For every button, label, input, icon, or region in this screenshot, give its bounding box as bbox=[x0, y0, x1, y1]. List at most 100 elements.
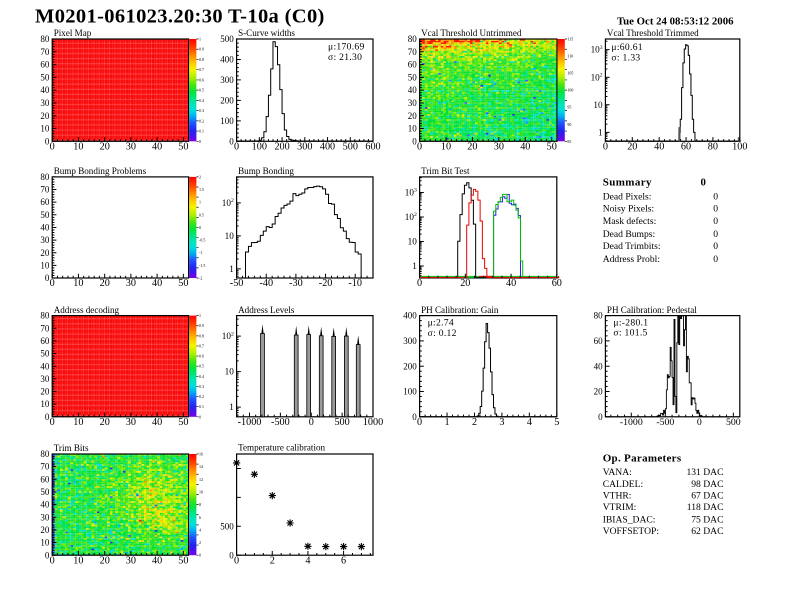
svg-text:-30: -30 bbox=[289, 278, 303, 289]
svg-text:-1: -1 bbox=[199, 250, 202, 255]
svg-text:0: 0 bbox=[50, 142, 55, 153]
svg-text:50: 50 bbox=[40, 210, 50, 220]
svg-text:Address Probl:: Address Probl: bbox=[603, 254, 660, 265]
svg-text:400: 400 bbox=[320, 142, 335, 153]
svg-text:600: 600 bbox=[365, 142, 380, 153]
svg-text:70: 70 bbox=[40, 185, 50, 195]
svg-text:110: 110 bbox=[567, 54, 573, 59]
svg-text:Mask defects:: Mask defects: bbox=[603, 216, 657, 227]
svg-text:80: 80 bbox=[40, 34, 50, 44]
svg-text:0: 0 bbox=[417, 278, 422, 289]
svg-text:70: 70 bbox=[408, 47, 418, 57]
svg-text:1: 1 bbox=[199, 37, 201, 42]
svg-text:40: 40 bbox=[40, 500, 50, 510]
svg-text:σ: 101.5: σ: 101.5 bbox=[613, 328, 647, 339]
svg-text:30: 30 bbox=[40, 98, 50, 108]
svg-text:μ:170.69: μ:170.69 bbox=[328, 41, 365, 52]
svg-text:40: 40 bbox=[152, 278, 162, 289]
svg-text:1: 1 bbox=[229, 264, 234, 274]
svg-text:Summary: Summary bbox=[603, 176, 652, 188]
svg-text:20: 20 bbox=[467, 142, 477, 153]
svg-text:500: 500 bbox=[220, 34, 234, 44]
svg-text:300: 300 bbox=[220, 75, 234, 85]
svg-text:0: 0 bbox=[229, 136, 234, 146]
svg-text:103: 103 bbox=[405, 188, 417, 198]
svg-text:90: 90 bbox=[567, 122, 571, 127]
svg-text:10: 10 bbox=[73, 142, 83, 153]
svg-text:16: 16 bbox=[199, 452, 203, 457]
svg-text:10: 10 bbox=[593, 100, 603, 110]
svg-text:μ:-280.1: μ:-280.1 bbox=[613, 318, 648, 329]
svg-text:Op. Parameters: Op. Parameters bbox=[603, 452, 682, 464]
svg-text:0: 0 bbox=[199, 414, 201, 419]
svg-text:0: 0 bbox=[45, 273, 50, 283]
svg-text:30: 30 bbox=[40, 512, 50, 522]
svg-text:103: 103 bbox=[591, 45, 603, 55]
svg-text:0.9: 0.9 bbox=[199, 47, 204, 52]
svg-text:μ:2.74: μ:2.74 bbox=[428, 318, 454, 329]
svg-text:-20: -20 bbox=[319, 278, 333, 289]
svg-text:0: 0 bbox=[417, 417, 422, 428]
svg-text:100: 100 bbox=[220, 116, 234, 126]
svg-text:VANA:: VANA: bbox=[603, 467, 632, 478]
svg-text:-50: -50 bbox=[230, 278, 244, 289]
svg-text:30: 30 bbox=[126, 278, 136, 289]
svg-text:Vcal Threshold Untrimmed: Vcal Threshold Untrimmed bbox=[421, 28, 522, 38]
svg-text:30: 30 bbox=[126, 142, 136, 153]
svg-text:0: 0 bbox=[697, 417, 702, 428]
svg-text:60: 60 bbox=[681, 142, 691, 153]
svg-text:0: 0 bbox=[713, 229, 718, 240]
svg-text:0.5: 0.5 bbox=[199, 364, 204, 369]
svg-text:40: 40 bbox=[40, 223, 50, 233]
svg-text:20: 20 bbox=[100, 278, 110, 289]
svg-text:Address Levels: Address Levels bbox=[238, 305, 295, 315]
svg-text:CALDEL:: CALDEL: bbox=[603, 479, 644, 490]
svg-text:0: 0 bbox=[713, 254, 718, 265]
svg-text:62 DAC: 62 DAC bbox=[691, 526, 723, 537]
svg-text:Dead Pixels:: Dead Pixels: bbox=[603, 192, 652, 203]
svg-text:S-Curve widths: S-Curve widths bbox=[238, 28, 295, 38]
svg-text:0: 0 bbox=[417, 142, 422, 153]
svg-text:-1000: -1000 bbox=[238, 417, 262, 428]
svg-text:40: 40 bbox=[654, 142, 664, 153]
svg-text:40: 40 bbox=[506, 278, 516, 289]
svg-text:200: 200 bbox=[403, 361, 417, 371]
svg-text:40: 40 bbox=[594, 361, 604, 371]
svg-text:0.5: 0.5 bbox=[199, 212, 204, 217]
svg-text:10: 10 bbox=[40, 538, 50, 548]
svg-text:115: 115 bbox=[567, 37, 573, 42]
svg-text:2: 2 bbox=[472, 417, 477, 428]
svg-text:0.5: 0.5 bbox=[199, 88, 204, 93]
svg-text:0: 0 bbox=[234, 142, 239, 153]
svg-text:Trim Bit Test: Trim Bit Test bbox=[421, 166, 470, 176]
svg-text:1000: 1000 bbox=[363, 417, 383, 428]
svg-text:102: 102 bbox=[222, 331, 234, 341]
svg-text:30: 30 bbox=[126, 417, 136, 428]
svg-text:-2: -2 bbox=[199, 276, 202, 281]
svg-text:10: 10 bbox=[73, 417, 83, 428]
svg-text:1.5: 1.5 bbox=[199, 187, 204, 192]
svg-text:Temperature calibration: Temperature calibration bbox=[238, 442, 325, 452]
svg-text:30: 30 bbox=[494, 142, 504, 153]
svg-text:80: 80 bbox=[40, 449, 50, 459]
svg-text:Trim Bits: Trim Bits bbox=[54, 443, 89, 453]
svg-text:10: 10 bbox=[199, 490, 203, 495]
svg-text:60: 60 bbox=[408, 60, 418, 70]
svg-text:0: 0 bbox=[701, 176, 706, 188]
svg-text:0.7: 0.7 bbox=[199, 344, 204, 349]
svg-text:12: 12 bbox=[199, 477, 203, 482]
svg-text:PH Calibration: Gain: PH Calibration: Gain bbox=[421, 305, 499, 315]
svg-text:0: 0 bbox=[45, 412, 50, 422]
svg-text:70: 70 bbox=[40, 323, 50, 333]
svg-text:102: 102 bbox=[591, 72, 603, 82]
svg-text:400: 400 bbox=[220, 55, 234, 65]
svg-text:500: 500 bbox=[220, 521, 234, 531]
svg-text:10: 10 bbox=[40, 124, 50, 134]
svg-text:500: 500 bbox=[343, 142, 358, 153]
svg-text:-0.5: -0.5 bbox=[199, 238, 205, 243]
svg-text:10: 10 bbox=[40, 260, 50, 270]
svg-text:14: 14 bbox=[199, 464, 203, 469]
svg-text:500: 500 bbox=[334, 417, 349, 428]
svg-text:0: 0 bbox=[50, 417, 55, 428]
svg-text:0: 0 bbox=[45, 550, 50, 560]
